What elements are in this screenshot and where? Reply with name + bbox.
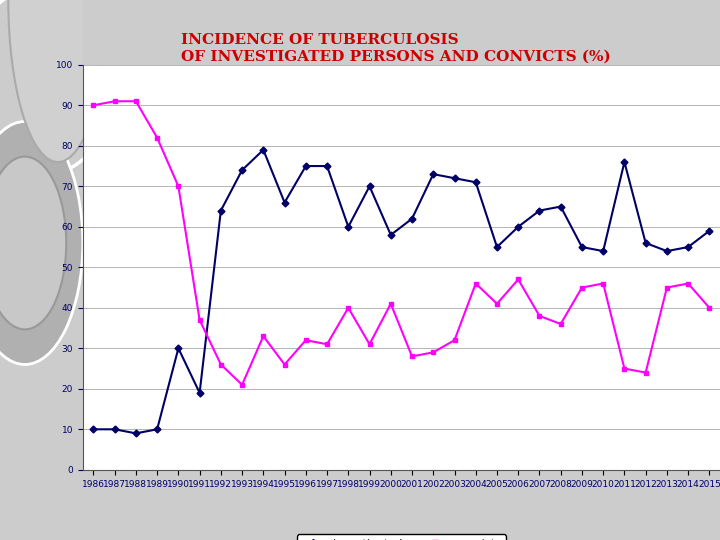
- Ellipse shape: [8, 0, 108, 162]
- Ellipse shape: [0, 157, 66, 329]
- Text: INCIDENCE OF TUBERCULOSIS
OF INVESTIGATED PERSONS AND CONVICTS (%): INCIDENCE OF TUBERCULOSIS OF INVESTIGATE…: [181, 33, 611, 64]
- Ellipse shape: [0, 122, 83, 364]
- Legend: investigated, convicts: investigated, convicts: [297, 535, 505, 540]
